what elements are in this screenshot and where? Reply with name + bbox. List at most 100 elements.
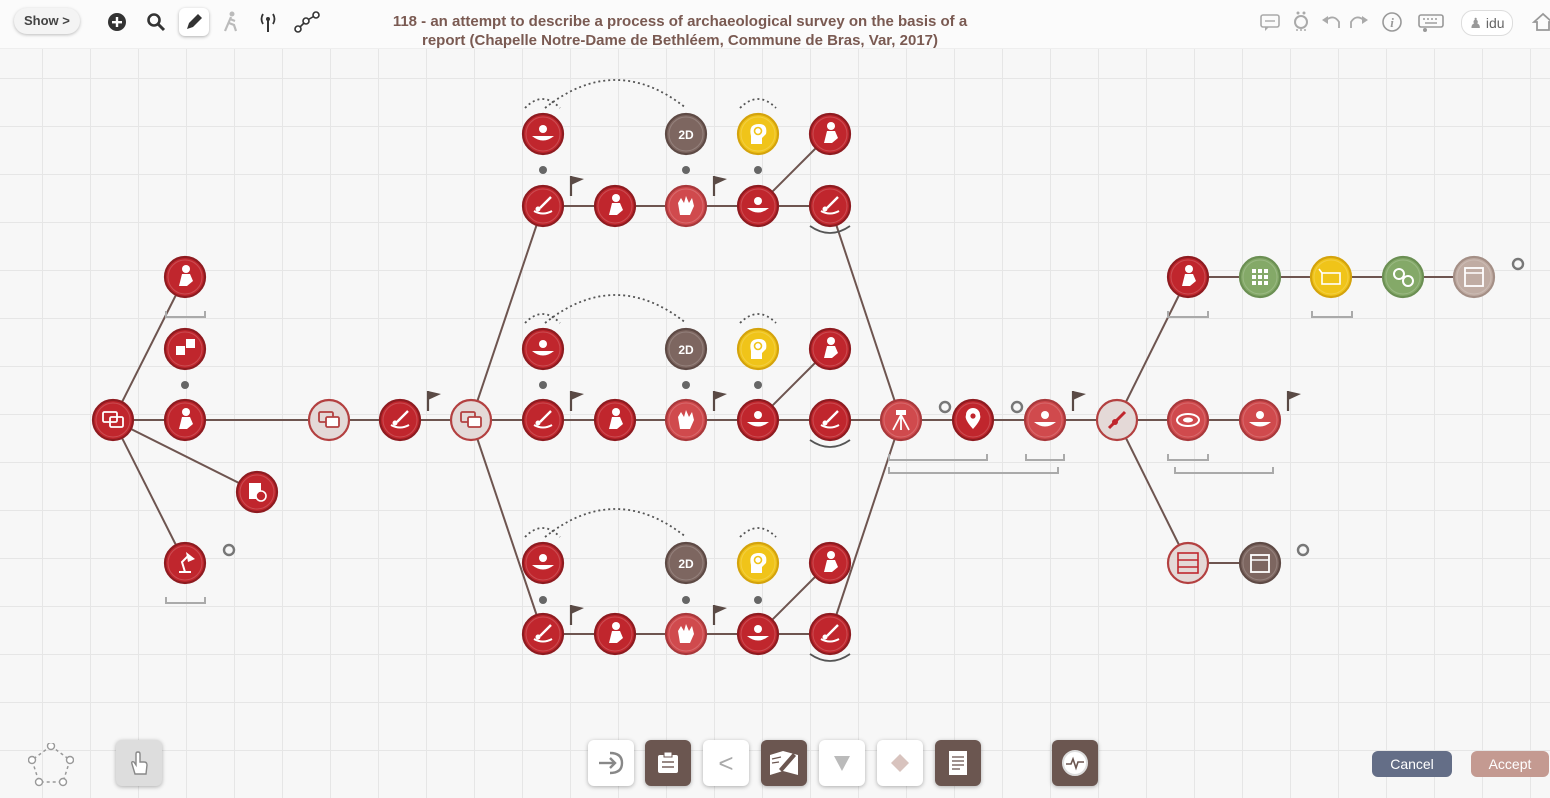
workflow-node-observation[interactable] [235,470,279,514]
clipboard-icon[interactable] [645,740,691,786]
boat-icon [1034,411,1056,427]
document-icon[interactable] [935,740,981,786]
dotted-link [524,313,561,324]
workflow-node-analysis-head[interactable] [736,112,780,156]
workflow-node-trowel[interactable] [521,184,565,228]
workflow-node-boat[interactable] [1238,398,1282,442]
workflow-node-trowel[interactable] [521,612,565,656]
workflow-node-calendar[interactable] [1452,255,1496,299]
workflow-node-archive-box[interactable] [1238,541,1282,585]
top-toolbar: Show > 118 - an attempt to describe a pr… [0,0,1550,49]
workflow-node-kneeling-figure[interactable] [808,327,852,371]
workflow-node-analysis-head[interactable] [736,541,780,585]
boat-icon [532,125,554,141]
workflow-node-hand[interactable] [664,612,708,656]
workflow-node-trowel[interactable] [808,184,852,228]
pencil-icon[interactable] [179,8,209,36]
show-menu-button[interactable]: Show > [14,8,80,34]
workflow-node-kneeling-figure[interactable] [808,541,852,585]
login-icon[interactable] [588,740,634,786]
user-button[interactable]: ♟ idu [1461,10,1513,36]
workflow-node-discussion[interactable] [307,398,351,442]
group-bracket [888,467,1059,474]
workflow-node-discussion[interactable] [449,398,493,442]
workflow-node-trowel[interactable] [521,398,565,442]
workflow-node-total-station[interactable] [879,398,923,442]
workflow-node-kneeling-figure[interactable] [1166,255,1210,299]
info-icon[interactable]: i [1377,8,1407,36]
workflow-node-boat[interactable] [736,612,780,656]
workflow-node-boat[interactable] [521,112,565,156]
workflow-node-cart[interactable] [1309,255,1353,299]
pentagon-icon[interactable] [28,742,74,788]
workflow-node-2d-drawing[interactable]: 2D [664,327,708,371]
workflow-node-arena[interactable] [1166,398,1210,442]
accept-button[interactable]: Accept [1471,751,1549,777]
gauge-icon[interactable] [1052,740,1098,786]
cart-icon [1318,268,1341,285]
keyboard-icon[interactable] [1416,8,1446,36]
workflow-node-location-pin[interactable] [951,398,995,442]
workflow-node-trowel[interactable] [378,398,422,442]
blocks-icon [176,339,195,355]
triangle-down-icon[interactable] [819,740,865,786]
workflow-node-hand[interactable] [664,398,708,442]
workflow-node-gears[interactable] [1381,255,1425,299]
add-icon[interactable] [102,8,132,36]
workflow-node-kneeling-figure[interactable] [163,398,207,442]
loop-arc [809,653,851,662]
workflow-node-boat[interactable] [521,327,565,371]
shelf-icon [1177,552,1199,574]
workflow-node-grid[interactable] [1238,255,1282,299]
workflow-node-blocks[interactable] [163,327,207,371]
grid-icon [1252,269,1268,285]
search-icon[interactable] [141,8,171,36]
workflow-node-trowel[interactable] [808,612,852,656]
workflow-node-kneeling-figure[interactable] [163,255,207,299]
workflow-node-discussion[interactable] [91,398,135,442]
workflow-node-kneeling-figure[interactable] [808,112,852,156]
workflow-node-boat[interactable] [521,541,565,585]
workflow-node-boat[interactable] [1023,398,1067,442]
connector-dot [754,166,762,174]
workflow-node-analysis-head[interactable] [736,327,780,371]
pencil-book-icon[interactable] [761,740,807,786]
boat-icon [747,625,769,641]
dotted-link [544,294,687,324]
diamond-icon[interactable] [877,740,923,786]
hand-icon [678,196,694,215]
arena-icon [1176,413,1200,427]
workflow-node-shelf[interactable] [1166,541,1210,585]
network-icon[interactable] [292,8,322,36]
workflow-node-trowel[interactable] [808,398,852,442]
workflow-node-2d-drawing[interactable]: 2D [664,541,708,585]
cancel-button[interactable]: Cancel [1372,751,1452,777]
kneeling-figure-icon [1182,265,1196,286]
dotted-link [524,98,561,109]
workflow-node-2d-drawing[interactable]: 2D [664,112,708,156]
antenna-icon[interactable] [253,8,283,36]
workflow-node-boat[interactable] [736,398,780,442]
dotted-link [739,313,777,324]
workflow-node-kneeling-figure[interactable] [593,184,637,228]
workflow-node-boat[interactable] [736,184,780,228]
workflow-node-hand[interactable] [664,184,708,228]
workflow-edge [112,419,258,493]
workflow-node-chisel[interactable] [1095,398,1139,442]
trowel-icon [820,196,840,215]
hand-icon[interactable] [116,740,162,786]
kneeling-figure-icon [179,265,193,286]
workflow-node-kneeling-figure[interactable] [593,612,637,656]
comment-icon[interactable] [1255,8,1285,36]
home-icon[interactable] [1528,8,1550,36]
ring-marker [1296,543,1310,557]
workflow-node-lamp[interactable] [163,541,207,585]
undo-icon[interactable] [1316,8,1346,36]
walker-icon[interactable] [216,8,246,36]
svg-text:2D: 2D [678,557,694,571]
trowel-icon [390,410,410,429]
workflow-node-kneeling-figure[interactable] [593,398,637,442]
back-chevron-icon[interactable]: < [703,740,749,786]
ring-icon[interactable] [1286,8,1316,36]
redo-icon[interactable] [1344,8,1374,36]
